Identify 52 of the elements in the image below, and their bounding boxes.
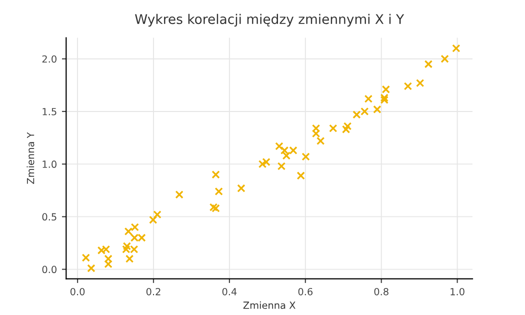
point xyxy=(149,216,158,224)
point xyxy=(214,187,223,196)
x-tick-label: 0.4 xyxy=(222,288,237,296)
point xyxy=(329,124,338,132)
point xyxy=(153,210,162,219)
x-tick-label: 1.0 xyxy=(450,288,464,296)
point xyxy=(124,227,133,236)
point xyxy=(125,254,134,263)
y-tick-label: 0.0 xyxy=(42,266,56,274)
point xyxy=(382,85,390,94)
chart-title: Wykres korelacji między zmiennymi X i Y xyxy=(135,14,404,27)
point xyxy=(416,78,424,88)
point xyxy=(282,152,291,160)
y-tick-label: 2.0 xyxy=(42,55,56,63)
point xyxy=(373,105,382,114)
point xyxy=(440,54,449,63)
y-axis-title: Zmienna Y xyxy=(26,132,34,184)
y-tick-label: 1.0 xyxy=(42,160,56,168)
point xyxy=(312,129,320,138)
point xyxy=(404,82,412,90)
point xyxy=(104,254,112,263)
point xyxy=(296,172,305,180)
point xyxy=(209,203,218,212)
x-tick-label: 0.2 xyxy=(146,288,160,296)
point xyxy=(302,152,310,161)
x-tick-label: 0.6 xyxy=(298,288,313,296)
y-tick-label: 0.5 xyxy=(42,213,56,221)
point xyxy=(237,184,246,192)
point xyxy=(316,136,325,146)
point xyxy=(452,44,460,52)
point xyxy=(343,122,352,130)
point xyxy=(380,94,388,102)
point xyxy=(424,60,433,68)
point xyxy=(87,264,96,272)
point xyxy=(212,170,220,179)
point xyxy=(258,160,267,168)
point xyxy=(312,124,320,132)
x-tick-label: 0.8 xyxy=(374,288,388,296)
point xyxy=(175,190,184,199)
point xyxy=(130,223,139,232)
point xyxy=(212,204,220,212)
x-tick-label: 0.0 xyxy=(70,288,85,296)
point xyxy=(275,142,284,150)
y-tick-label: 1.5 xyxy=(42,108,56,116)
point xyxy=(380,96,388,104)
point xyxy=(262,158,270,166)
x-axis-title: Zmienna X xyxy=(243,301,296,309)
point xyxy=(342,125,350,134)
point xyxy=(364,94,373,103)
point xyxy=(82,254,90,262)
point xyxy=(277,162,286,170)
point xyxy=(104,260,112,268)
